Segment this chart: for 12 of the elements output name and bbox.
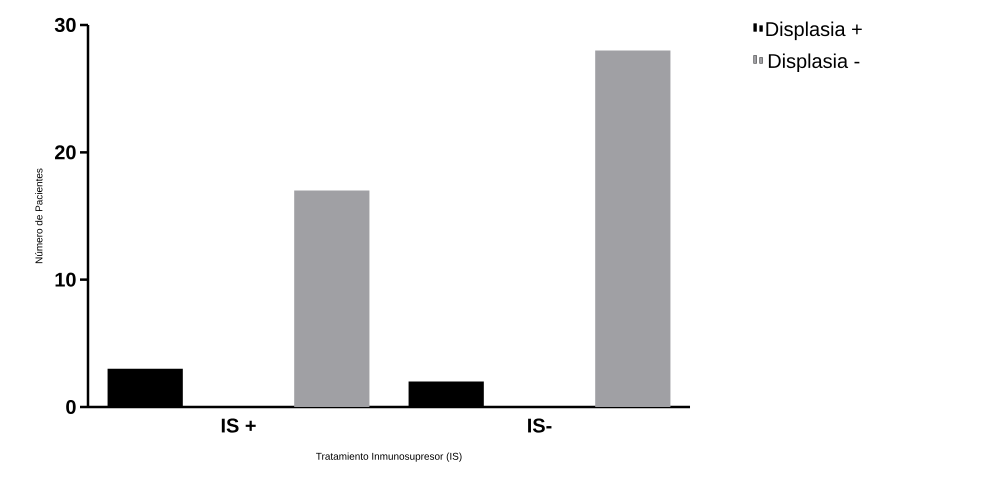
- y-tick-label: 10: [56, 272, 76, 287]
- legend-label: Displasia -: [768, 53, 860, 72]
- legend-label: Displasia +: [766, 22, 862, 40]
- y-tick-label: 20: [55, 145, 76, 160]
- bar: [595, 50, 670, 407]
- x-tick-label: IS +: [222, 418, 256, 433]
- y-tick-label: 30: [54, 18, 76, 32]
- y-tick-label: 0: [66, 400, 76, 414]
- x-tick-label: IS-: [528, 418, 552, 433]
- x-axis-title: Tratamiento Inmunosupresor (IS): [316, 452, 462, 462]
- bar: [294, 190, 370, 407]
- y-axis-title: Número de Pacientes: [35, 168, 42, 264]
